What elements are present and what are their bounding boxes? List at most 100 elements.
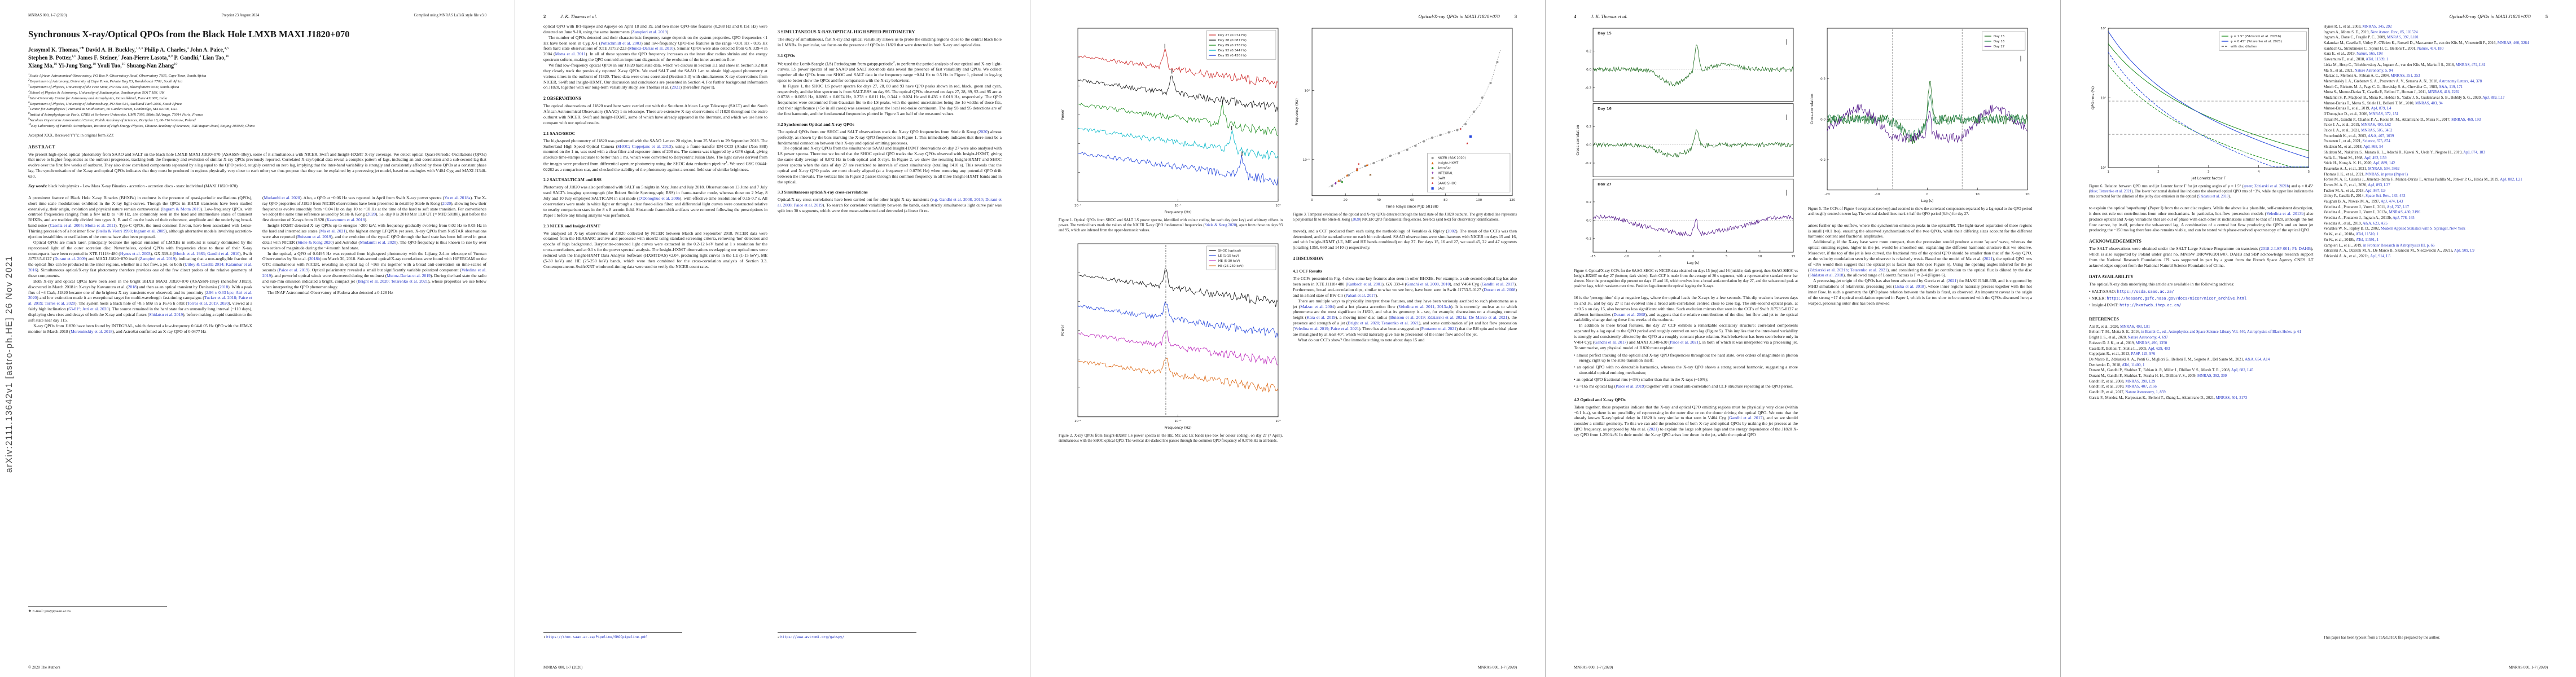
citation-link[interactable]: ApJ, 867, L9 [2365,188,2386,193]
citation-link[interactable]: ApJ, 474, L43 [2380,200,2403,204]
citation-link[interactable]: Tucker et al. 2018; Paice et al. 2019; T… [28,295,252,306]
citation-link[interactable]: Motta et al. 2011 [555,51,586,57]
citation-link[interactable]: A&A, 407, 1039 [2367,134,2394,138]
citation-link[interactable]: MNRAS, 460, 3284 [2497,41,2529,46]
citation-link[interactable]: 2021 [1648,427,1657,432]
citation-link[interactable]: MNRAS, 403, 94 [2415,101,2443,105]
citation-link[interactable]: Veledina et al. 2013b [2266,210,2304,216]
citation-link[interactable]: Paice et al. 2019 [1616,383,1644,389]
citation-link[interactable]: Kanbach et al. 2001 [1347,282,1383,287]
citation-link[interactable]: Gandhi et al. 2017 [1594,339,1627,345]
citation-link[interactable]: Gandhi et al. 2017 [1729,415,1763,421]
citation-link[interactable]: MNRAS, 372, 151 [2369,112,2399,116]
citation-link[interactable]: Torres et al. 2019, 2020 [187,301,229,306]
citation-link[interactable]: New Astron. Rev., 85, 101524 [2370,30,2418,34]
citation-link[interactable]: MNRAS, 397, L101 [2387,36,2419,40]
citation-link[interactable]: ApJ, 629, 403 [2148,346,2170,351]
citation-link[interactable]: Nature Astronomy, 5, 94 [2354,68,2393,73]
citation-link[interactable]: MNRAS, 490, 1350 [2135,341,2167,345]
citation-link[interactable]: Veledina et al. 2019 [262,267,486,278]
citation-link[interactable]: ApJ, 682, L45 [2231,368,2254,373]
citation-link[interactable]: ATel, 11591, 1 [2355,238,2379,242]
citation-link[interactable]: Poutanen et al. 2021 [1421,326,1456,331]
citation-link[interactable]: Bright et al. 2020; Tetarenko et al. 202… [1348,320,1419,326]
citation-link[interactable]: Nature, 565, 198 [2356,52,2383,56]
citation-link[interactable]: Nature Astronomy, 4, 697 [2127,336,2168,340]
citation-link[interactable]: Veledina et al. 2011, 2013a,b [1398,304,1451,309]
citation-link[interactable]: Gandhi et al. 2017 [1482,282,1515,287]
citation-link[interactable]: Stella & Vietri 1998; Ingram et al. 2009 [97,228,166,234]
citation-link[interactable]: Mereminskiy et al. 2018 [71,328,113,334]
citation-link[interactable]: Buisson et al. 2019 [297,234,331,239]
citation-link[interactable]: ApJ, 492, L59 [2364,156,2387,160]
citation-link[interactable]: Shidatsu et al. 2018 [1809,272,1844,278]
citation-link[interactable]: MNRAS, 345, 292 [2362,25,2392,29]
citation-link[interactable]: 2020 [978,129,988,134]
citation-link[interactable]: O'Donoghue et al. 2006 [638,196,680,201]
citation-link[interactable]: Veledina et al. 2019; Paice et al. 2021 [1294,326,1359,331]
citation-link[interactable]: 2018 [220,284,229,289]
citation-link[interactable]: MNRAS, 418, 2292 [2428,90,2460,95]
citation-link[interactable]: ApJ, 882, L21 [2500,178,2522,182]
link[interactable]: https://heasarc.gsfc.nasa.gov/docs/nicer… [2107,296,2247,301]
citation-link[interactable]: Durant et al. 2008 [1613,311,1645,317]
citation-link[interactable]: ATel, 11399, 1 [2366,58,2389,62]
citation-link[interactable]: 2020 [1352,217,1360,222]
citation-link[interactable]: 2021 [1983,256,1993,261]
citation-link[interactable]: Kawamuro et al. 2018 [326,217,365,223]
citation-link[interactable]: Hynes et al. 2003 [120,250,151,256]
citation-link[interactable]: ApJ, 737, L17 [2386,205,2410,209]
citation-link[interactable]: 2018-2-LSP-001; PI: DAHB [2261,246,2311,252]
citation-link[interactable]: MNRAS, 493, L81 [2120,324,2150,329]
citation-link[interactable]: Munoz-Darias et al. 2019 [387,272,431,278]
citation-link[interactable]: A&A, 654, A14 [2245,357,2270,362]
citation-link[interactable]: ApJ, 889, L17 [2482,95,2505,100]
citation-link[interactable]: Mudambi et al. 2020 [264,195,300,200]
citation-link[interactable]: MNRAS, 505, 3452 [2361,129,2393,133]
citation-link[interactable]: MNRAS, 390, L29 [2125,379,2156,384]
citation-link[interactable]: Durant et al. 2009 [54,256,86,262]
citation-link[interactable]: Astronomy Letters, 44, 378 [2439,79,2482,83]
citation-link[interactable]: ApJ, 778, 165 [2393,216,2415,221]
citation-link[interactable]: Nature Astronomy, 1, 859 [2125,390,2166,395]
citation-link[interactable]: 63-81°; Atri et al. 2020 [68,306,109,312]
citation-link[interactable]: MNRAS, in press (Paper I) [2365,172,2408,177]
citation-link[interactable]: 2002 [1447,228,1456,234]
citation-link[interactable]: 2020 [367,212,376,217]
citation-link[interactable]: MNRAS, 407, 2166 [2125,385,2157,389]
citation-link[interactable]: Pahari et al. 2017 [1345,292,1376,298]
citation-link[interactable]: MNRAS, 501, 3173 [2215,395,2248,400]
citation-link[interactable]: Mudambi et al. 2020 [359,239,397,245]
link[interactable]: http://hxmtweb.ihep.ac.cn/ [2119,302,2182,307]
citation-link[interactable]: Uttley & Casella 2014; Kalamkar et al. 2… [28,262,252,273]
citation-link[interactable]: blue; Tetarenko et al. 2021 [2090,190,2132,194]
citation-link[interactable]: Yu et al. 2018a [444,195,471,200]
citation-link[interactable]: Malzac et al. 2004 [1300,304,1335,309]
link[interactable]: https://ssda.saao.ac.za/ [2117,289,2174,294]
citation-link[interactable]: 2020 [442,200,451,206]
link[interactable]: https://shoc.saao.ac.za/Pipeline/SHOCpip… [546,635,647,639]
citation-link[interactable]: MNRAS, 351, 253 [2390,74,2420,78]
citation-link[interactable]: Stiele & Kong 2020 [297,239,333,245]
citation-link[interactable]: PASP, 125, 976 [2131,352,2156,357]
citation-link[interactable]: Munoz-Darias et al. 2010 [629,46,674,51]
citation-link[interactable]: Zampieri et al. 2019 [632,29,667,34]
citation-link[interactable]: 2018b [309,256,320,262]
citation-link[interactable]: in Frontier Research in Astrophysics III… [2363,243,2435,248]
citation-link[interactable]: Zdziarski et al. 2021b; Tetarenko et al.… [1809,267,1888,272]
citation-link[interactable]: MNRAS, 474, L81 [2455,63,2486,67]
citation-link[interactable]: in Bambi C., ed., Astrophysics and Space… [2141,330,2302,335]
citation-link[interactable]: Space Sci. Rev., 183, 453 [2366,194,2406,199]
citation-link[interactable]: ApJ, 889, 142 [2373,161,2395,166]
citation-link[interactable]: Durant et al. 2008 [1484,287,1516,292]
citation-link[interactable]: Science, 375, 874 [2362,139,2390,144]
citation-link[interactable]: 2018 [128,284,137,289]
citation-link[interactable]: MNRAS, 504, 3862 [2368,166,2400,171]
citation-link[interactable]: ApJ, 893, L37 [2368,183,2390,187]
link[interactable]: https://www.astroml.org/gatspy/ [780,635,845,639]
citation-link[interactable]: Pottschmidt et al. 2003 [600,40,642,46]
citation-link[interactable]: green; Zdziarski et al. 2021b [2243,184,2289,189]
citation-link[interactable]: MNRAS, 469, 193 [2451,117,2481,122]
citation-link[interactable]: Ingram & Motta 2019 [162,206,201,212]
citation-link[interactable]: Kara et al. 2019 [1306,315,1336,320]
